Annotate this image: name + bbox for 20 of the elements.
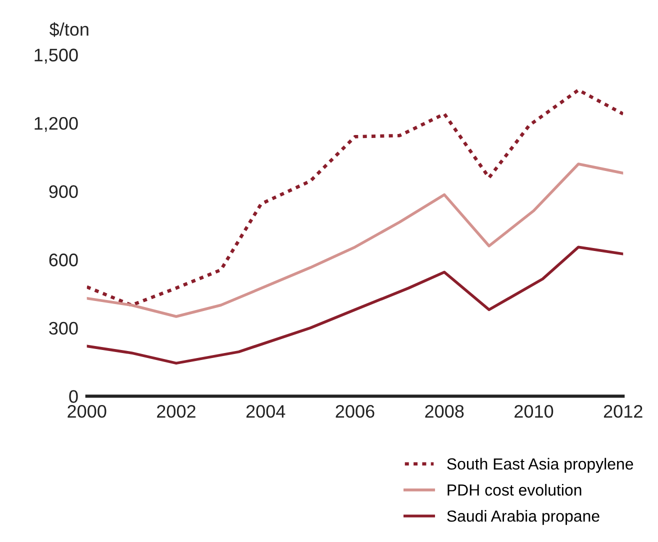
x-tick-label: 2004: [246, 405, 286, 418]
legend-label: PDH cost evolution: [448, 484, 582, 496]
legend-label: Saudi Arabia propane: [447, 510, 600, 525]
x-tick-label: 2006: [336, 405, 374, 418]
x-tick-label: 2002: [157, 405, 196, 418]
legend-label: South East Asia propylene: [447, 458, 634, 473]
x-tick-label: 2000: [68, 405, 106, 418]
x-tick-label: 2010: [514, 405, 554, 418]
line-series: [86, 162, 624, 318]
line-series: [86, 88, 624, 307]
y-tick-label: 300: [49, 322, 78, 335]
y-tick-label: 0: [69, 390, 78, 403]
x-tick-label: 2008: [425, 405, 464, 418]
line-series: [86, 246, 624, 365]
y-axis-title: $/ton: [50, 22, 88, 37]
y-tick-label: 1,500: [34, 48, 78, 64]
y-tick-label: 1,200: [34, 116, 78, 132]
y-tick-label: 600: [49, 254, 78, 266]
x-tick-label: 2012: [604, 405, 642, 418]
y-tick-label: 900: [49, 185, 78, 198]
